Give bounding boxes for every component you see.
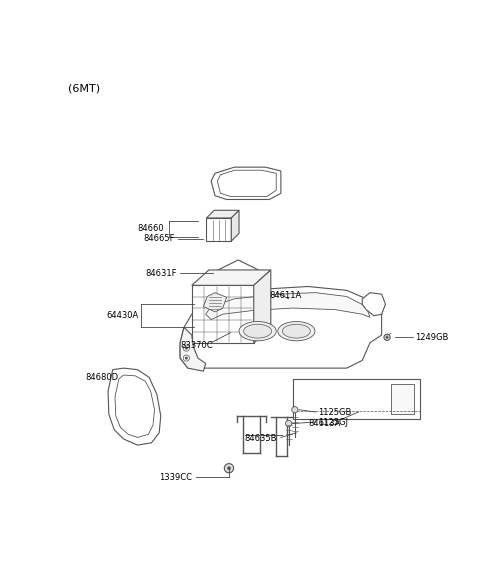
Text: 1125GJ: 1125GJ: [318, 417, 348, 427]
Text: 1249GB: 1249GB: [415, 333, 448, 342]
Text: 84680D: 84680D: [85, 373, 119, 382]
Text: 84665F: 84665F: [143, 234, 174, 243]
Text: (6MT): (6MT): [68, 83, 100, 93]
Polygon shape: [211, 167, 281, 199]
Polygon shape: [192, 270, 271, 286]
Polygon shape: [108, 368, 161, 445]
Circle shape: [292, 406, 298, 413]
Circle shape: [185, 347, 188, 349]
Text: 84631F: 84631F: [145, 269, 177, 278]
Circle shape: [386, 336, 388, 339]
Text: 1125GB: 1125GB: [318, 407, 351, 417]
Polygon shape: [391, 384, 414, 414]
Ellipse shape: [244, 324, 272, 338]
Text: 84660: 84660: [137, 224, 164, 234]
Polygon shape: [180, 287, 382, 368]
Polygon shape: [206, 292, 370, 320]
Ellipse shape: [282, 324, 311, 338]
Polygon shape: [231, 210, 239, 241]
Bar: [192, 286, 254, 343]
Circle shape: [185, 357, 188, 360]
Polygon shape: [204, 292, 227, 312]
Text: 84613A: 84613A: [308, 419, 340, 428]
Circle shape: [228, 466, 230, 470]
Bar: [206, 218, 231, 241]
Polygon shape: [254, 270, 271, 343]
Text: 64430A: 64430A: [107, 312, 139, 320]
Circle shape: [384, 334, 390, 340]
Bar: [292, 379, 420, 419]
Polygon shape: [180, 327, 206, 371]
Polygon shape: [211, 260, 265, 287]
Circle shape: [224, 464, 234, 473]
Polygon shape: [206, 210, 239, 218]
Text: 84635B: 84635B: [244, 435, 277, 443]
Polygon shape: [362, 292, 385, 316]
Text: 1339CC: 1339CC: [159, 473, 192, 482]
Circle shape: [286, 420, 292, 427]
Ellipse shape: [278, 321, 315, 341]
Text: 83370C: 83370C: [180, 340, 213, 350]
Text: 84611A: 84611A: [269, 291, 301, 300]
Ellipse shape: [239, 321, 276, 341]
